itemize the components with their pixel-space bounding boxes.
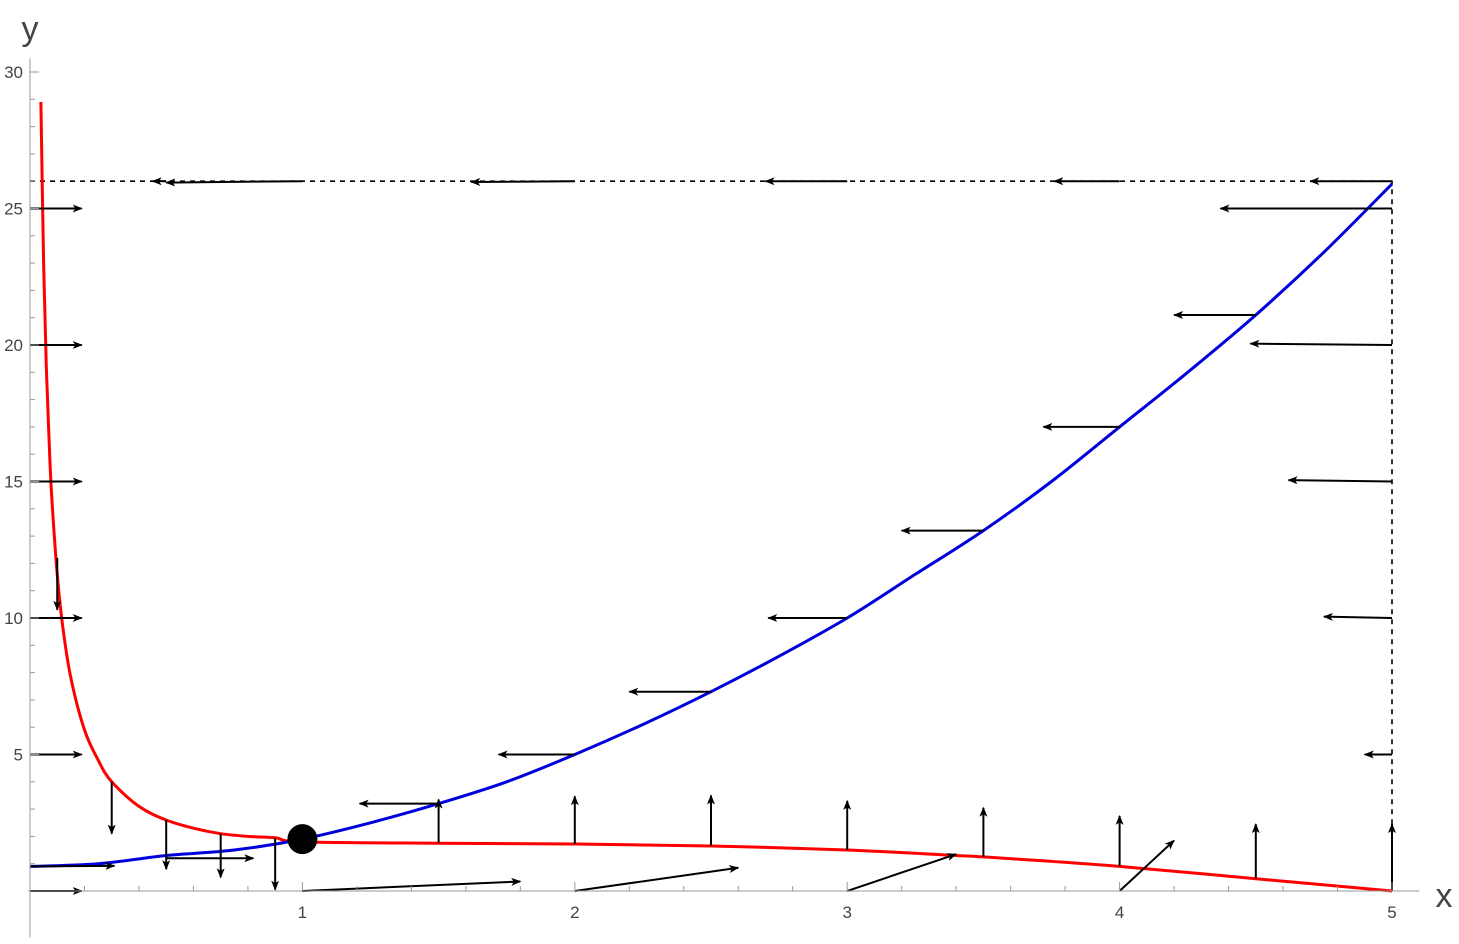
y-tick-label: 20 bbox=[4, 336, 23, 355]
axes-group: 1 2 3 4 5 5 10 15 20 25 30 x y bbox=[4, 10, 1453, 938]
dashed-boundary-group bbox=[30, 180, 1393, 891]
y-tick-label: 5 bbox=[14, 746, 23, 765]
x-tick-label: 5 bbox=[1387, 903, 1396, 922]
vector-arrow bbox=[574, 865, 740, 892]
y-ticks: 5 10 15 20 25 30 bbox=[4, 63, 39, 865]
vector-arrow bbox=[470, 177, 575, 186]
y-axis-label: y bbox=[22, 10, 39, 48]
vector-arrow bbox=[165, 178, 303, 187]
vector-arrow bbox=[1249, 339, 1393, 348]
equilibrium-point bbox=[287, 824, 318, 855]
x-ticks: 1 2 3 4 5 bbox=[83, 882, 1397, 922]
y-tick-label: 15 bbox=[4, 473, 23, 492]
y-tick-label: 30 bbox=[4, 63, 23, 82]
x-tick-label: 2 bbox=[570, 903, 579, 922]
series-0-curve bbox=[39, 102, 1393, 893]
vector-arrow bbox=[1118, 839, 1175, 892]
vector-field-arrows bbox=[29, 177, 1396, 895]
series-1-curve bbox=[29, 182, 1394, 868]
x-tick-label: 4 bbox=[1115, 903, 1124, 922]
equilibrium-points bbox=[287, 824, 318, 855]
vector-arrow bbox=[846, 853, 958, 892]
y-tick-label: 10 bbox=[4, 609, 23, 628]
vector-arrow bbox=[1287, 476, 1393, 485]
vector-arrow bbox=[1322, 612, 1393, 621]
vector-arrow bbox=[29, 861, 116, 870]
x-tick-label: 3 bbox=[842, 903, 851, 922]
dashed-boundary bbox=[30, 180, 1393, 891]
series-group bbox=[29, 102, 1394, 893]
y-tick-label: 25 bbox=[4, 200, 23, 219]
x-axis-label: x bbox=[1436, 877, 1453, 915]
x-tick-label: 1 bbox=[298, 903, 307, 922]
